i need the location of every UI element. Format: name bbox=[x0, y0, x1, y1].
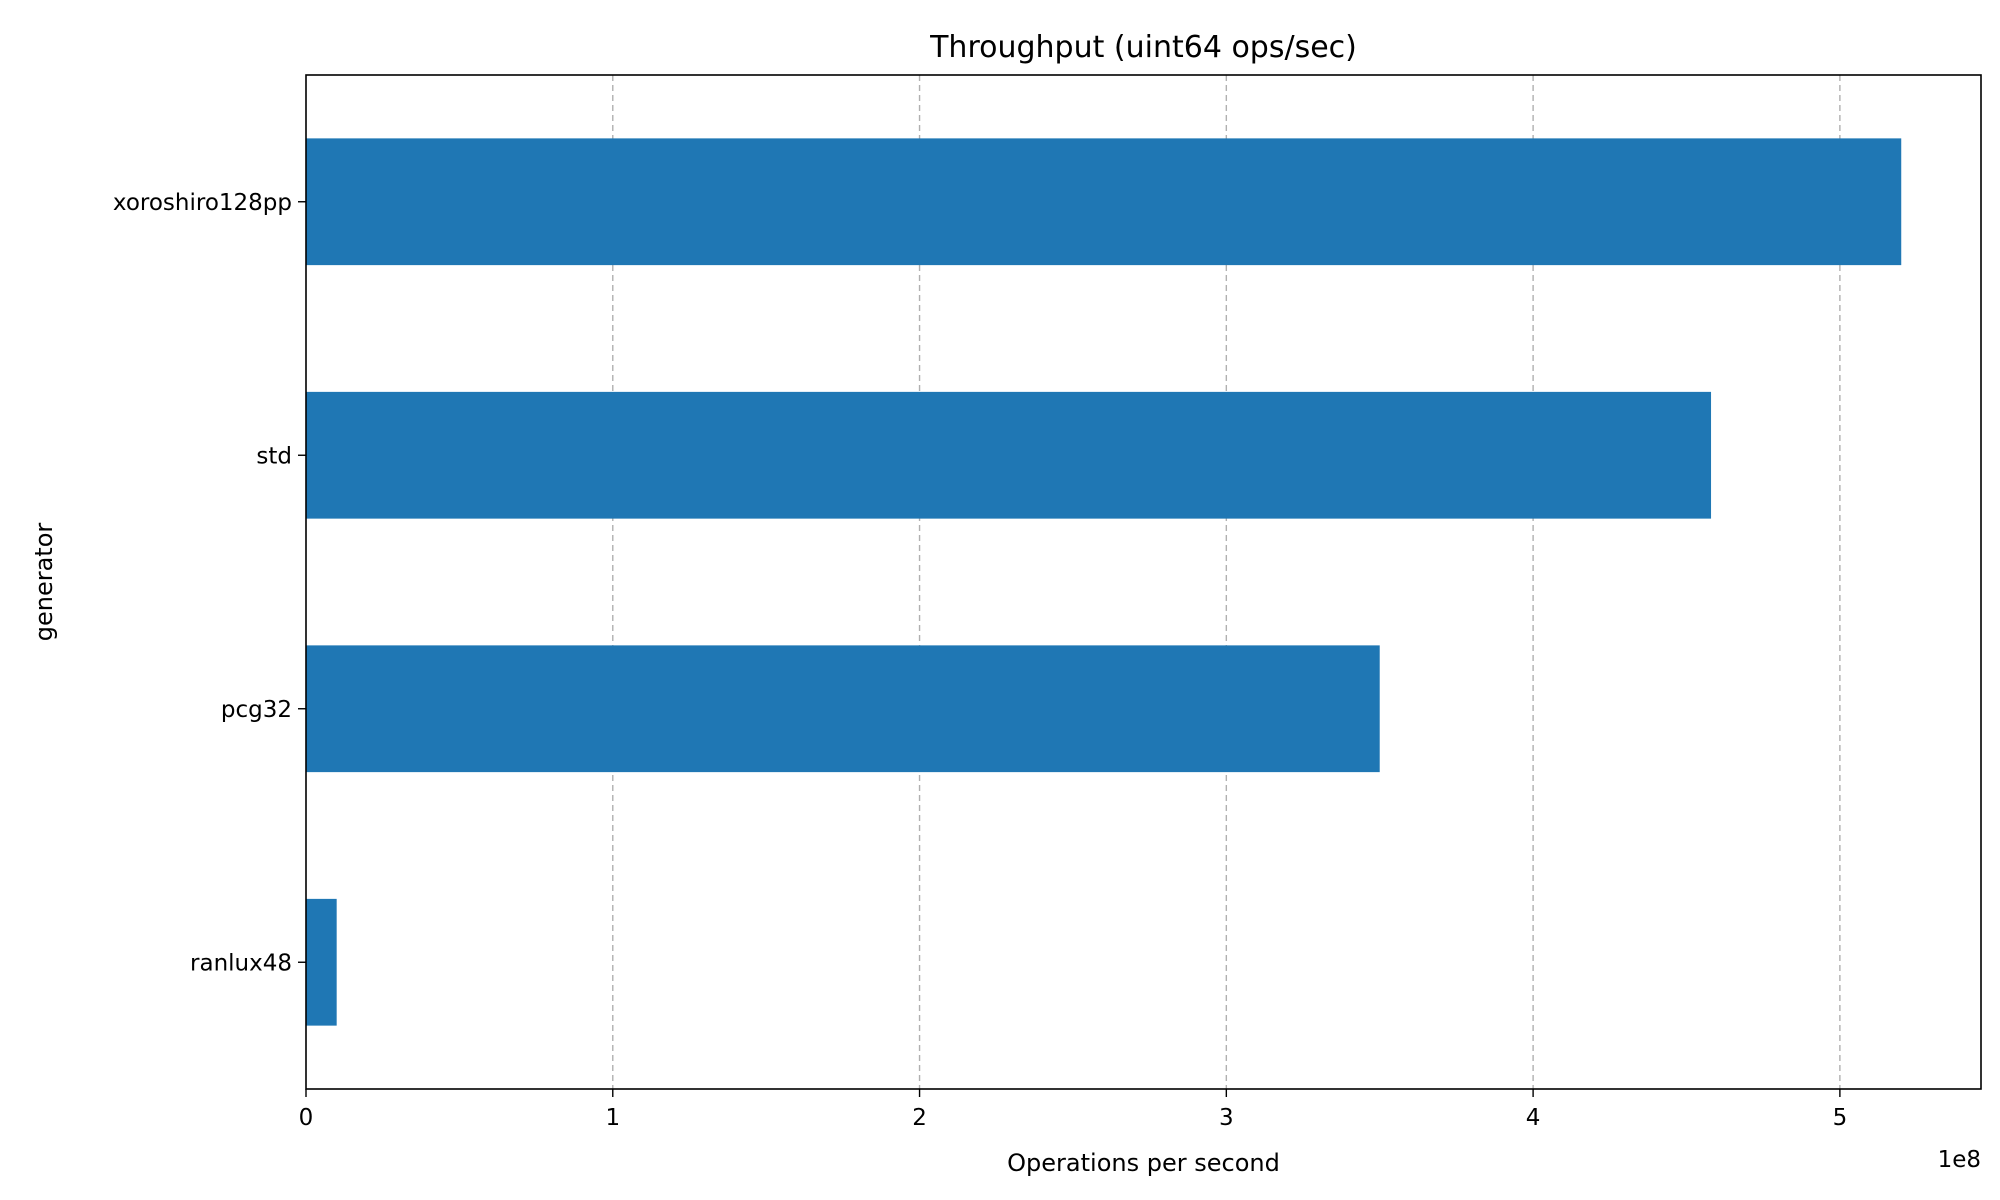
y-axis-ticks: xoroshiro128pp std pcg32 ranlux48 bbox=[113, 190, 306, 976]
x-tick-label: 0 bbox=[299, 1105, 314, 1131]
y-tick-label: ranlux48 bbox=[190, 950, 292, 976]
x-axis-ticks: 0 1 2 3 4 5 bbox=[299, 1089, 1848, 1131]
y-axis-label: generator bbox=[30, 523, 58, 642]
bar-pcg32 bbox=[306, 645, 1380, 773]
bar-xoroshiro128pp bbox=[306, 138, 1902, 266]
x-tick-label: 4 bbox=[1526, 1105, 1541, 1131]
y-tick-label: pcg32 bbox=[221, 697, 292, 723]
x-axis-offset-label: 1e8 bbox=[1938, 1147, 1981, 1173]
bar-std bbox=[306, 391, 1712, 519]
grid-lines bbox=[612, 75, 1841, 1089]
plot-frame bbox=[305, 74, 1982, 1090]
x-tick-label: 5 bbox=[1833, 1105, 1848, 1131]
x-tick-label: 1 bbox=[605, 1105, 620, 1131]
bars bbox=[306, 138, 1902, 1026]
x-tick-label: 2 bbox=[912, 1105, 927, 1131]
x-axis-label: Operations per second bbox=[1007, 1149, 1280, 1177]
y-tick-label: xoroshiro128pp bbox=[113, 190, 292, 216]
chart-title: Throughput (uint64 ops/sec) bbox=[929, 30, 1357, 65]
bar-ranlux48 bbox=[306, 898, 337, 1026]
x-tick-label: 3 bbox=[1219, 1105, 1234, 1131]
y-tick-label: std bbox=[256, 443, 292, 469]
